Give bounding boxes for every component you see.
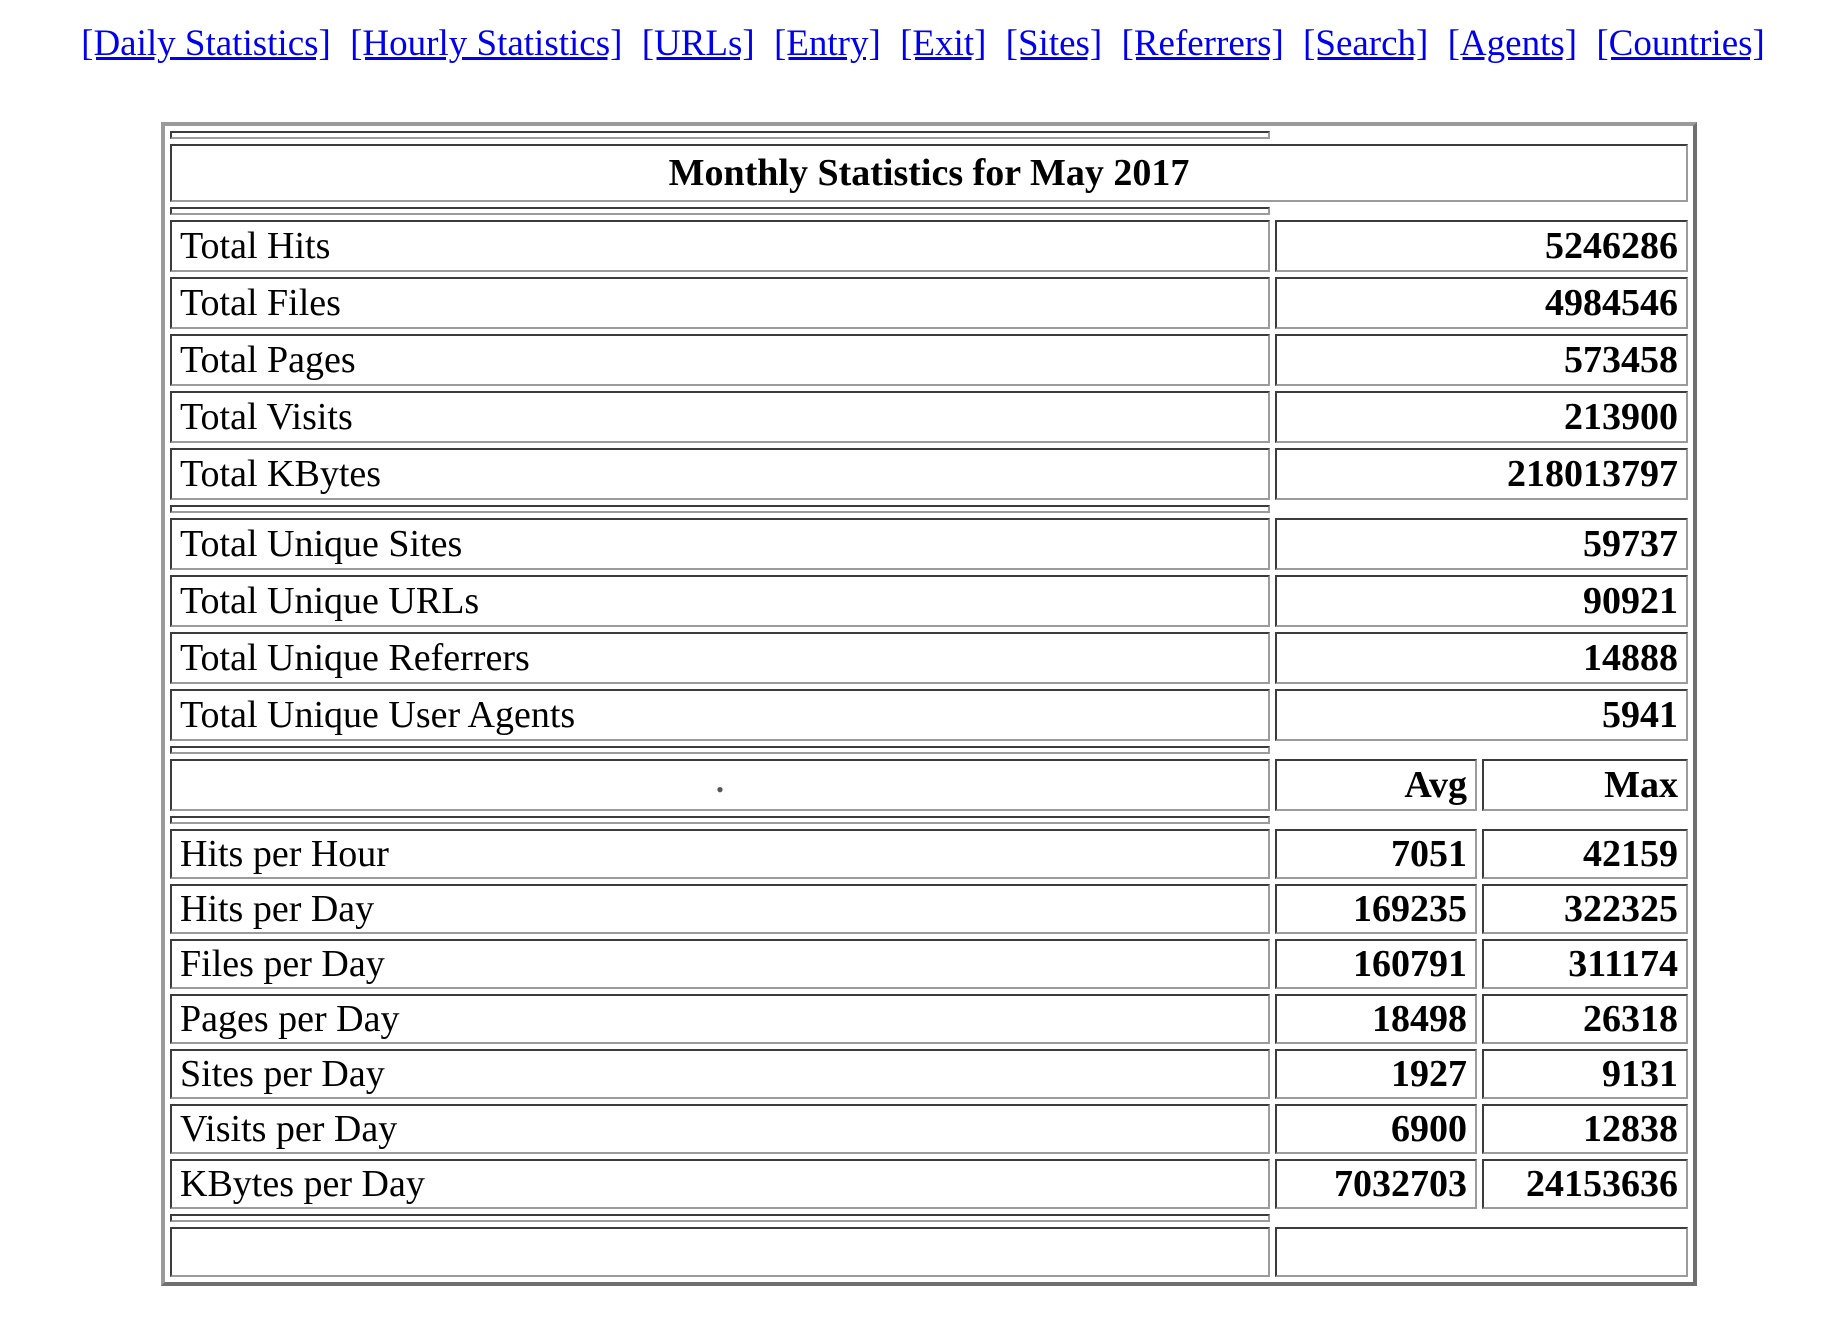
separator-row: [170, 816, 1688, 824]
stat-avg-value: 160791: [1275, 939, 1477, 989]
table-row: Visits per Day 6900 12838: [170, 1104, 1688, 1154]
top-navigation: [Daily Statistics] [Hourly Statistics] […: [0, 22, 1846, 65]
stat-label: Total Unique Referrers: [170, 632, 1270, 684]
stat-max-value: 12838: [1482, 1104, 1688, 1154]
stat-label: Total KBytes: [170, 448, 1270, 500]
stat-value: 218013797: [1275, 448, 1688, 500]
separator-cell: [170, 1214, 1270, 1222]
title-row: Monthly Statistics for May 2017: [170, 144, 1688, 202]
stat-value: 213900: [1275, 391, 1688, 443]
stat-avg-value: 7051: [1275, 829, 1477, 879]
table-row: Hits per Day 169235 322325: [170, 884, 1688, 934]
stat-value: [1275, 1227, 1688, 1277]
separator-row: [170, 207, 1688, 215]
stat-value: 90921: [1275, 575, 1688, 627]
stat-value: 4984546: [1275, 277, 1688, 329]
stat-value: 573458: [1275, 334, 1688, 386]
stat-label: Pages per Day: [170, 994, 1270, 1044]
nav-link-entry[interactable]: [Entry]: [773, 23, 881, 64]
stat-label: [170, 1227, 1270, 1277]
stat-avg-value: 1927: [1275, 1049, 1477, 1099]
separator-row: [170, 1214, 1688, 1222]
stat-max-value: 42159: [1482, 829, 1688, 879]
separator-row: [170, 505, 1688, 513]
stat-value: 14888: [1275, 632, 1688, 684]
table-row: Total Visits 213900: [170, 391, 1688, 443]
table-row: KBytes per Day 7032703 24153636: [170, 1159, 1688, 1209]
nav-link-agents[interactable]: [Agents]: [1447, 23, 1578, 64]
stat-avg-value: 7032703: [1275, 1159, 1477, 1209]
separator-row: [170, 746, 1688, 754]
stat-label: Total Unique Sites: [170, 518, 1270, 570]
header-spacer-cell: •: [170, 759, 1270, 811]
monthly-statistics-table: Monthly Statistics for May 2017 Total Hi…: [161, 122, 1697, 1286]
stat-label: Files per Day: [170, 939, 1270, 989]
stat-label: Total Hits: [170, 220, 1270, 272]
separator-cell: [170, 816, 1270, 824]
stat-max-value: 322325: [1482, 884, 1688, 934]
separator-row: [170, 131, 1688, 139]
stat-max-value: 24153636: [1482, 1159, 1688, 1209]
stat-max-value: 9131: [1482, 1049, 1688, 1099]
table-row: Total Unique Sites 59737: [170, 518, 1688, 570]
nav-link-referrers[interactable]: [Referrers]: [1121, 23, 1284, 64]
stat-value: 59737: [1275, 518, 1688, 570]
stat-label: Visits per Day: [170, 1104, 1270, 1154]
separator-cell: [170, 207, 1270, 215]
stat-label: Total Unique URLs: [170, 575, 1270, 627]
table-row: Total Files 4984546: [170, 277, 1688, 329]
stat-value: 5246286: [1275, 220, 1688, 272]
stat-label: Total Visits: [170, 391, 1270, 443]
column-header-avg: Avg: [1275, 759, 1477, 811]
stat-max-value: 311174: [1482, 939, 1688, 989]
table-row: Total Pages 573458: [170, 334, 1688, 386]
table-row: Files per Day 160791 311174: [170, 939, 1688, 989]
nav-link-sites[interactable]: [Sites]: [1005, 23, 1103, 64]
stat-label: KBytes per Day: [170, 1159, 1270, 1209]
stat-label: Hits per Hour: [170, 829, 1270, 879]
dot-marker: •: [716, 777, 724, 802]
stat-label: Sites per Day: [170, 1049, 1270, 1099]
stat-label: Total Files: [170, 277, 1270, 329]
table-row: Pages per Day 18498 26318: [170, 994, 1688, 1044]
stat-value: 5941: [1275, 689, 1688, 741]
separator-cell: [170, 505, 1270, 513]
table-row: Total Unique Referrers 14888: [170, 632, 1688, 684]
stat-label: Total Pages: [170, 334, 1270, 386]
nav-link-hourly-statistics[interactable]: [Hourly Statistics]: [350, 23, 623, 64]
table-row: Total Unique URLs 90921: [170, 575, 1688, 627]
nav-link-urls[interactable]: [URLs]: [641, 23, 755, 64]
separator-cell: [170, 746, 1270, 754]
table-row: Sites per Day 1927 9131: [170, 1049, 1688, 1099]
table-row: [170, 1227, 1688, 1277]
stat-avg-value: 18498: [1275, 994, 1477, 1044]
table-row: Total Unique User Agents 5941: [170, 689, 1688, 741]
stat-max-value: 26318: [1482, 994, 1688, 1044]
separator-cell: [170, 131, 1270, 139]
page-title: Monthly Statistics for May 2017: [170, 144, 1688, 202]
column-header-max: Max: [1482, 759, 1688, 811]
nav-link-daily-statistics[interactable]: [Daily Statistics]: [81, 23, 331, 64]
stat-label: Total Unique User Agents: [170, 689, 1270, 741]
nav-link-search[interactable]: [Search]: [1303, 23, 1429, 64]
stat-avg-value: 169235: [1275, 884, 1477, 934]
table-row: Total KBytes 218013797: [170, 448, 1688, 500]
nav-link-exit[interactable]: [Exit]: [900, 23, 987, 64]
nav-link-countries[interactable]: [Countries]: [1596, 23, 1765, 64]
table-row: Total Hits 5246286: [170, 220, 1688, 272]
avg-max-header-row: • Avg Max: [170, 759, 1688, 811]
table-row: Hits per Hour 7051 42159: [170, 829, 1688, 879]
stat-label: Hits per Day: [170, 884, 1270, 934]
stat-avg-value: 6900: [1275, 1104, 1477, 1154]
